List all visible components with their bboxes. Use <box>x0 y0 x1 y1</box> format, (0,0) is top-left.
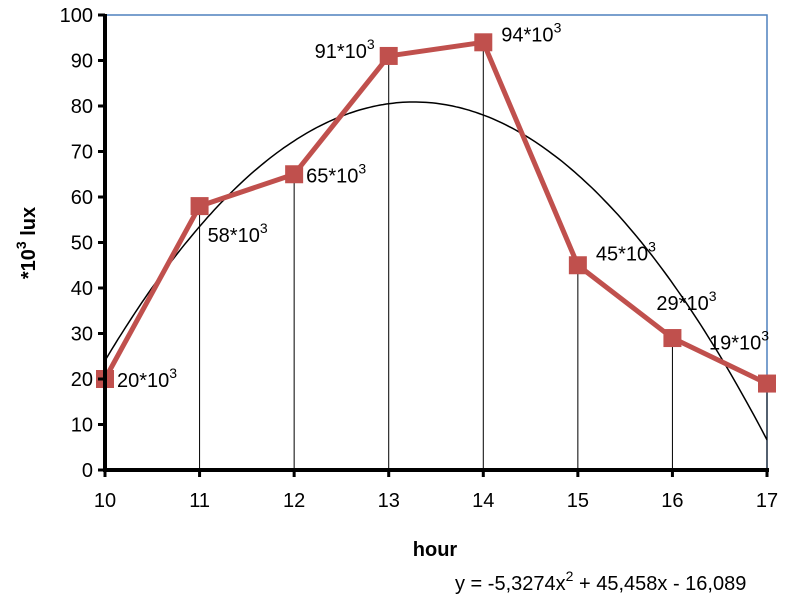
data-marker <box>379 46 398 65</box>
axes <box>103 14 769 472</box>
y-tick-label: 70 <box>71 142 93 164</box>
data-label: 45*103 <box>596 238 656 265</box>
series-line <box>102 39 769 386</box>
data-marker <box>474 33 493 52</box>
data-label: 19*103 <box>709 328 769 355</box>
y-axis-title: *103 lux <box>13 207 40 279</box>
data-marker <box>663 329 682 348</box>
y-axis-ticks: 0 10 20 30 40 50 60 70 80 90 100 <box>60 5 105 482</box>
y-tick-label: 60 <box>71 187 93 209</box>
data-marker <box>568 256 587 275</box>
x-tick-label: 11 <box>189 490 210 512</box>
data-label: 29*103 <box>656 288 716 315</box>
trendline-equation: y = -5,3274x2 + 45,458x - 16,089 <box>455 568 746 595</box>
y-tick-label: 40 <box>71 278 93 300</box>
x-tick-label: 13 <box>378 490 400 512</box>
y-tick-label: 50 <box>71 233 93 255</box>
y-tick-label: 20 <box>71 369 93 391</box>
x-tick-label: 12 <box>283 490 305 512</box>
x-tick-label: 15 <box>567 490 589 512</box>
plot-area <box>105 14 768 470</box>
x-tick-label: 14 <box>472 490 494 512</box>
y-tick-label: 0 <box>82 460 93 482</box>
x-tick-label: 17 <box>756 490 778 512</box>
x-axis-title: hour <box>413 539 458 561</box>
y-tick-label: 30 <box>71 324 93 346</box>
y-tick-label: 80 <box>71 96 93 118</box>
data-label: 65*103 <box>306 160 366 187</box>
data-marker <box>758 374 776 393</box>
data-labels: 20*103 58*103 65*103 91*103 94*103 45*10329*1… <box>117 19 769 392</box>
y-tick-label: 100 <box>60 5 93 27</box>
x-tick-label: 10 <box>94 490 116 512</box>
plot-border <box>105 14 768 470</box>
data-label: 91*103 <box>315 36 375 63</box>
x-axis-ticks: 10 11 12 13 14 15 16 17 <box>94 470 778 512</box>
data-label: 58*103 <box>208 220 268 247</box>
y-tick-label: 10 <box>71 415 93 437</box>
drop-lines <box>104 42 768 470</box>
y-tick-label: 90 <box>71 51 93 73</box>
data-label: 20*103 <box>117 365 177 392</box>
data-marker <box>285 165 304 184</box>
trendline-curve <box>104 101 768 441</box>
trendline <box>104 101 768 441</box>
data-series <box>96 33 776 393</box>
data-marker <box>190 197 209 216</box>
x-tick-label: 16 <box>661 490 683 512</box>
data-label: 94*103 <box>501 19 561 46</box>
